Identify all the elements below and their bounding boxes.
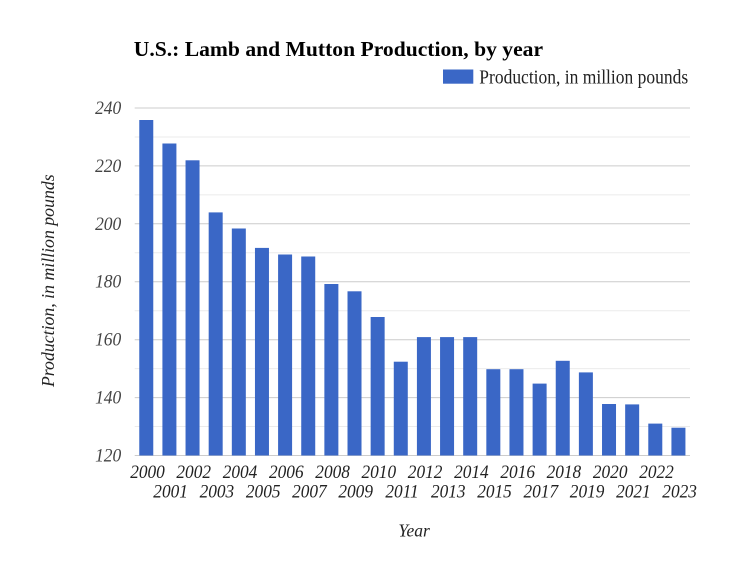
svg-text:2003: 2003 — [200, 481, 235, 502]
svg-text:U.S.: Lamb and Mutton Producti: U.S.: Lamb and Mutton Production, by yea… — [134, 37, 544, 61]
svg-text:2006: 2006 — [269, 461, 304, 482]
svg-text:2002: 2002 — [176, 461, 211, 482]
svg-text:2012: 2012 — [408, 461, 443, 482]
svg-text:2021: 2021 — [616, 481, 651, 502]
svg-text:140: 140 — [95, 387, 121, 408]
svg-text:180: 180 — [95, 271, 121, 292]
svg-text:200: 200 — [95, 213, 121, 234]
svg-text:Year: Year — [398, 520, 430, 540]
svg-text:2010: 2010 — [362, 461, 397, 482]
svg-text:160: 160 — [95, 329, 121, 350]
svg-text:120: 120 — [95, 445, 121, 466]
svg-text:2016: 2016 — [500, 461, 535, 482]
svg-text:2011: 2011 — [385, 481, 418, 502]
svg-text:2022: 2022 — [639, 461, 674, 482]
svg-text:2015: 2015 — [477, 481, 512, 502]
svg-text:2019: 2019 — [570, 481, 605, 502]
svg-text:Production, in million pounds: Production, in million pounds — [38, 174, 58, 388]
svg-text:2001: 2001 — [153, 481, 188, 502]
svg-text:220: 220 — [95, 155, 121, 176]
svg-text:2004: 2004 — [223, 461, 258, 482]
svg-text:2023: 2023 — [662, 481, 697, 502]
svg-text:2007: 2007 — [292, 481, 328, 502]
svg-text:2014: 2014 — [454, 461, 489, 482]
svg-text:Production, in million pounds: Production, in million pounds — [479, 66, 688, 88]
svg-text:2009: 2009 — [338, 481, 373, 502]
svg-text:2005: 2005 — [246, 481, 281, 502]
svg-text:2020: 2020 — [593, 461, 628, 482]
svg-text:2017: 2017 — [524, 481, 560, 502]
svg-text:2008: 2008 — [315, 461, 350, 482]
svg-text:2013: 2013 — [431, 481, 466, 502]
svg-text:2000: 2000 — [130, 461, 165, 482]
svg-text:2018: 2018 — [547, 461, 582, 482]
svg-text:240: 240 — [95, 97, 121, 118]
